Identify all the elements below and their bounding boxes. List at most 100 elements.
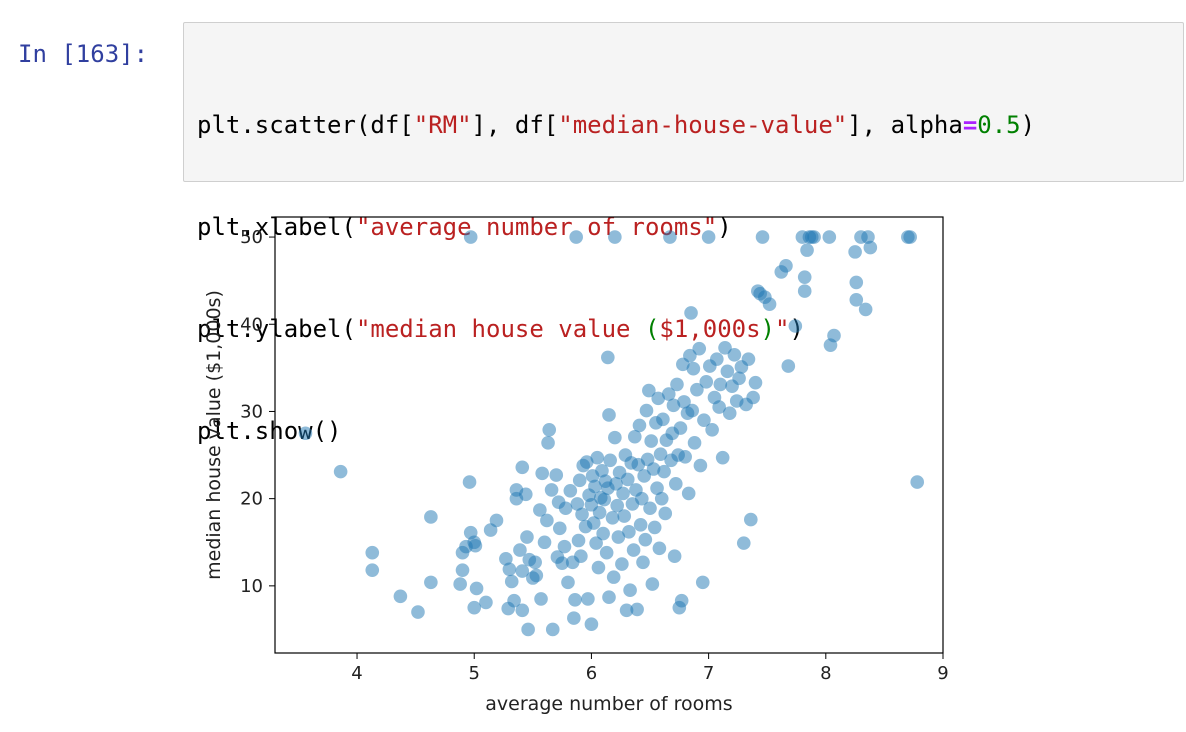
data-point bbox=[744, 512, 758, 527]
data-point bbox=[515, 460, 530, 475]
data-point bbox=[632, 418, 647, 433]
data-point bbox=[619, 603, 634, 618]
data-point bbox=[656, 412, 670, 427]
x-ticks: 4 5 6 7 8 9 bbox=[351, 653, 949, 684]
data-point bbox=[722, 406, 737, 420]
code-token: ) bbox=[1020, 111, 1036, 139]
data-point bbox=[848, 245, 862, 259]
data-point bbox=[807, 230, 821, 244]
data-point bbox=[537, 535, 552, 550]
data-point bbox=[720, 364, 735, 379]
x-tick-label: 7 bbox=[703, 663, 714, 684]
data-point bbox=[515, 603, 530, 618]
code-operator: = bbox=[962, 111, 978, 139]
data-point bbox=[504, 574, 519, 589]
data-point bbox=[678, 450, 692, 464]
data-point bbox=[797, 284, 812, 298]
data-point bbox=[713, 377, 728, 392]
code-cell-input[interactable]: plt.scatter(df["RM"], df["median-house-v… bbox=[183, 22, 1184, 445]
data-point bbox=[617, 509, 632, 523]
data-point bbox=[663, 230, 677, 244]
data-point bbox=[597, 492, 612, 507]
data-point bbox=[606, 570, 621, 584]
data-point bbox=[571, 533, 586, 548]
data-point bbox=[589, 536, 603, 550]
code-string: $1,000s bbox=[659, 315, 761, 343]
data-point bbox=[693, 458, 708, 473]
data-point bbox=[533, 503, 547, 517]
data-point bbox=[695, 575, 710, 590]
data-point bbox=[552, 521, 567, 536]
data-point bbox=[654, 491, 669, 506]
data-point bbox=[596, 526, 610, 541]
data-point bbox=[684, 306, 698, 320]
data-point bbox=[590, 450, 605, 465]
data-point bbox=[605, 511, 620, 525]
data-point bbox=[650, 481, 664, 495]
data-point bbox=[545, 622, 560, 637]
data-point bbox=[657, 464, 671, 479]
data-point bbox=[411, 605, 425, 619]
data-point bbox=[727, 347, 742, 362]
data-point bbox=[658, 506, 673, 521]
data-point bbox=[670, 377, 684, 392]
data-point bbox=[521, 622, 535, 637]
data-point bbox=[646, 462, 661, 476]
code-number: 0.5 bbox=[977, 111, 1021, 139]
data-point bbox=[534, 592, 548, 606]
data-point bbox=[333, 464, 348, 479]
data-point bbox=[615, 557, 629, 571]
data-point bbox=[611, 530, 626, 544]
data-point bbox=[393, 589, 408, 604]
data-point bbox=[903, 230, 917, 244]
code-token: plt.scatter(df[ bbox=[197, 111, 414, 139]
data-point bbox=[667, 549, 682, 564]
data-point bbox=[453, 577, 467, 591]
x-axis-label: average number of rooms bbox=[485, 693, 732, 715]
code-editor[interactable]: plt.scatter(df["RM"], df["median-house-v… bbox=[197, 40, 1035, 516]
data-point bbox=[595, 463, 609, 478]
x-tick-label: 9 bbox=[937, 663, 948, 684]
data-point bbox=[623, 583, 637, 598]
data-point bbox=[563, 484, 578, 498]
data-point bbox=[558, 501, 573, 516]
data-point bbox=[513, 543, 527, 557]
data-point bbox=[622, 524, 636, 539]
data-point bbox=[697, 413, 711, 427]
data-point bbox=[502, 562, 517, 577]
x-tick-label: 4 bbox=[351, 663, 362, 684]
data-point bbox=[567, 611, 581, 625]
data-point bbox=[549, 468, 564, 482]
data-point bbox=[639, 403, 654, 418]
x-tick-label: 6 bbox=[586, 663, 597, 684]
data-point bbox=[797, 270, 812, 284]
code-line-4: plt.show() bbox=[197, 414, 1035, 448]
y-tick-label: 30 bbox=[240, 401, 263, 422]
data-point bbox=[633, 518, 648, 532]
data-point bbox=[710, 352, 724, 366]
code-string: "median house value bbox=[355, 315, 645, 343]
x-tick-label: 5 bbox=[469, 663, 480, 684]
data-point bbox=[572, 473, 587, 488]
data-point bbox=[630, 602, 644, 617]
data-point bbox=[581, 592, 595, 606]
data-point bbox=[608, 230, 622, 244]
data-point bbox=[741, 352, 756, 366]
data-point bbox=[800, 243, 814, 257]
data-point bbox=[755, 230, 770, 244]
code-token: ], alpha bbox=[847, 111, 963, 139]
data-point bbox=[601, 350, 615, 365]
data-point bbox=[642, 383, 656, 398]
x-tick-label: 8 bbox=[820, 663, 831, 684]
data-point bbox=[681, 486, 696, 501]
code-paren: ( bbox=[644, 315, 660, 343]
data-point bbox=[602, 590, 616, 604]
data-point bbox=[540, 513, 554, 528]
data-point bbox=[570, 497, 585, 511]
data-point bbox=[718, 341, 732, 355]
data-point bbox=[653, 447, 668, 461]
data-point bbox=[462, 475, 477, 489]
data-point bbox=[424, 575, 438, 590]
data-point bbox=[674, 593, 689, 608]
data-point bbox=[520, 530, 534, 544]
